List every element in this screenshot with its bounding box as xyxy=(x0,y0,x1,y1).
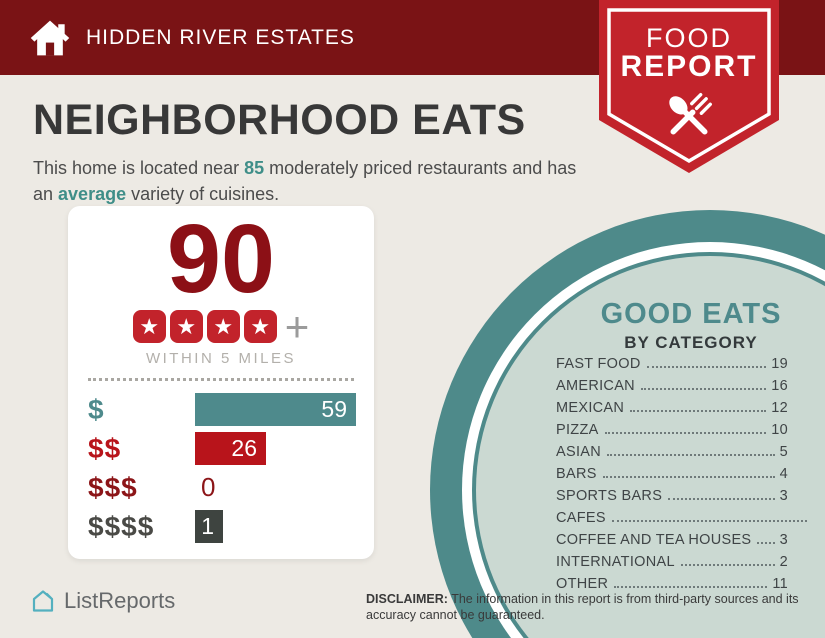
category-label: PIZZA xyxy=(556,422,599,438)
category-label: MEXICAN xyxy=(556,400,625,416)
category-value: 11 xyxy=(772,576,788,592)
category-label: SPORTS BARS xyxy=(556,488,663,504)
category-label: COFFEE AND TEA HOUSES xyxy=(556,532,752,548)
category-label: INTERNATIONAL xyxy=(556,554,675,570)
category-value: 4 xyxy=(779,466,788,482)
disclaimer-label: DISCLAIMER: xyxy=(366,592,448,606)
dotted-leader xyxy=(646,366,767,368)
star-icon: ★ xyxy=(243,310,277,343)
category-label: BARS xyxy=(556,466,597,482)
page-subtitle: This home is located near 85 moderately … xyxy=(33,155,578,207)
price-bar-value: 1 xyxy=(201,513,214,539)
category-row: BARS 4 xyxy=(556,466,788,488)
category-row: ASIAN 5 xyxy=(556,444,788,466)
restaurant-stats-card: 90 ★ ★ ★ ★ + WITHIN 5 MILES $ 59 $$ 26 $$$ 0… xyxy=(68,206,374,559)
price-row: $$ 26 xyxy=(88,432,360,465)
radius-label: WITHIN 5 MILES xyxy=(145,350,296,367)
star-icon: ★ xyxy=(169,310,203,343)
category-row: COFFEE AND TEA HOUSES 3 xyxy=(556,532,788,554)
price-bar: 1 xyxy=(195,510,223,543)
subtitle-text: moderately priced restaurants and has an xyxy=(33,158,577,205)
good-eats-title: GOOD EATS xyxy=(600,298,782,330)
category-value: 5 xyxy=(779,444,788,460)
price-level-label: $$$ xyxy=(88,471,138,503)
price-level-label: $ xyxy=(88,393,105,425)
category-label: FAST FOOD xyxy=(556,356,641,372)
badge-line2: REPORT xyxy=(620,50,757,83)
category-value: 2 xyxy=(779,554,788,570)
price-bar: 59 xyxy=(195,393,356,426)
dotted-leader xyxy=(757,542,775,544)
food-report-badge: FOOD REPORT xyxy=(599,0,779,176)
dotted-leader xyxy=(668,498,775,500)
category-value: 19 xyxy=(771,356,788,372)
variety-rating-inline: average xyxy=(58,184,127,205)
good-eats-subtitle: BY CATEGORY xyxy=(624,333,758,352)
category-value: 10 xyxy=(771,422,788,438)
price-row: $$$ 0 xyxy=(88,471,360,504)
subtitle-text: This home is located near xyxy=(33,158,245,178)
dotted-leader xyxy=(611,520,807,522)
restaurant-count-inline: 85 xyxy=(244,158,265,178)
price-bar: 26 xyxy=(195,432,266,465)
category-label: ASIAN xyxy=(556,444,602,460)
card-divider xyxy=(88,378,354,381)
subtitle-text: variety of cuisines. xyxy=(126,184,280,205)
category-label: OTHER xyxy=(556,576,609,592)
brand-name: ListReports xyxy=(64,588,176,613)
category-value: 16 xyxy=(771,378,788,394)
star-rating: ★ ★ ★ ★ + xyxy=(68,303,374,350)
good-eats-header: GOOD EATS BY CATEGORY xyxy=(556,298,825,353)
category-value: 3 xyxy=(779,488,788,504)
category-row: MEXICAN 12 xyxy=(556,400,788,422)
star-icon: ★ xyxy=(132,310,166,343)
restaurant-count: 90 xyxy=(167,204,275,313)
category-value: 12 xyxy=(771,400,788,416)
category-label: AMERICAN xyxy=(556,378,635,394)
price-row: $$$$ 1 xyxy=(88,510,360,543)
category-row: PIZZA 10 xyxy=(556,422,788,444)
property-name: HIDDEN RIVER ESTATES xyxy=(86,25,355,49)
category-row: FAST FOOD 19 xyxy=(556,356,788,378)
dotted-leader xyxy=(640,388,767,390)
dotted-leader xyxy=(602,476,775,478)
dotted-leader xyxy=(614,586,768,588)
price-row: $ 59 xyxy=(88,393,360,426)
price-level-label: $$ xyxy=(88,432,122,464)
page-title: NEIGHBORHOOD EATS xyxy=(33,96,526,144)
hero-section: NEIGHBORHOOD EATS This home is located n… xyxy=(33,96,578,207)
disclaimer-text: The information in this report is from t… xyxy=(366,592,799,623)
home-icon xyxy=(30,20,70,55)
good-eats-circle xyxy=(430,210,825,638)
badge-line1: FOOD xyxy=(646,23,732,53)
price-bar-value: 59 xyxy=(321,396,347,422)
category-row: SPORTS BARS 3 xyxy=(556,488,788,510)
star-icon: ★ xyxy=(206,310,240,343)
price-bar-value: 0 xyxy=(201,472,216,502)
plus-icon: + xyxy=(284,303,310,350)
category-row: INTERNATIONAL 2 xyxy=(556,554,788,576)
badge-inner-border xyxy=(607,8,771,164)
price-bar-value: 26 xyxy=(231,435,257,461)
dotted-leader xyxy=(680,564,775,566)
category-value: 3 xyxy=(779,532,788,548)
category-row: CAFES xyxy=(556,510,812,532)
price-bar-chart: $ 59 $$ 26 $$$ 0 $$$$ 1 xyxy=(88,393,360,549)
dotted-leader xyxy=(630,410,767,412)
listreports-house-icon xyxy=(32,590,54,612)
category-row: OTHER 11 xyxy=(556,576,788,598)
dotted-leader xyxy=(604,432,767,434)
category-list: FAST FOOD 19 AMERICAN 16 MEXICAN 12 PIZZ… xyxy=(556,356,807,598)
brand-logo: ListReports xyxy=(30,588,175,614)
category-row: AMERICAN 16 xyxy=(556,378,788,400)
spoon-fork-icon xyxy=(669,93,712,135)
category-label: CAFES xyxy=(556,510,606,526)
dotted-leader xyxy=(607,454,775,456)
badge-shape xyxy=(599,0,779,173)
price-level-label: $$$$ xyxy=(88,510,155,542)
disclaimer: DISCLAIMER: The information in this repo… xyxy=(366,591,811,624)
